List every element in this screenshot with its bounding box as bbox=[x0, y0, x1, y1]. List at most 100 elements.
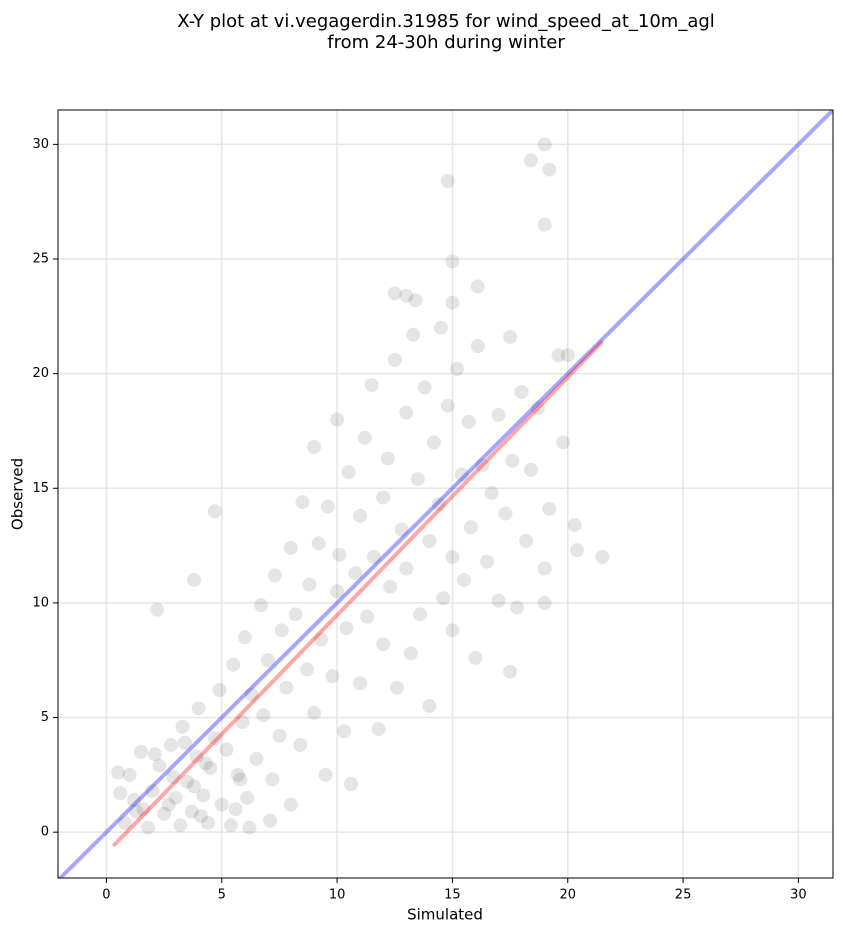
point bbox=[454, 467, 469, 482]
point bbox=[166, 770, 181, 785]
point bbox=[337, 724, 352, 739]
point bbox=[510, 600, 525, 615]
point bbox=[147, 747, 162, 762]
point bbox=[440, 398, 455, 413]
point bbox=[233, 772, 248, 787]
point bbox=[318, 767, 333, 782]
point bbox=[440, 174, 455, 189]
point bbox=[537, 561, 552, 576]
point bbox=[445, 254, 460, 269]
point bbox=[523, 153, 538, 168]
point bbox=[207, 731, 222, 746]
point bbox=[267, 568, 282, 583]
point bbox=[339, 621, 354, 636]
point bbox=[343, 777, 358, 792]
point bbox=[249, 751, 264, 766]
point bbox=[279, 680, 294, 695]
point bbox=[214, 797, 229, 812]
point bbox=[445, 295, 460, 310]
point bbox=[207, 504, 222, 519]
y-tick-label: 10 bbox=[32, 595, 49, 610]
point bbox=[376, 490, 391, 505]
point bbox=[503, 664, 518, 679]
point bbox=[357, 430, 372, 445]
point bbox=[360, 609, 375, 624]
point bbox=[200, 815, 215, 830]
point bbox=[157, 806, 172, 821]
point bbox=[152, 758, 167, 773]
point bbox=[422, 699, 437, 714]
x-tick-label: 25 bbox=[675, 888, 692, 903]
point bbox=[272, 728, 287, 743]
point bbox=[468, 650, 483, 665]
point bbox=[164, 738, 179, 753]
point bbox=[523, 462, 538, 477]
fit-line bbox=[111, 340, 604, 848]
point bbox=[265, 772, 280, 787]
point bbox=[376, 637, 391, 652]
point bbox=[235, 715, 250, 730]
point bbox=[253, 598, 268, 613]
y-tick-label: 0 bbox=[41, 825, 49, 840]
x-tick-label: 5 bbox=[218, 888, 226, 903]
point bbox=[223, 818, 238, 833]
point bbox=[348, 566, 363, 581]
point bbox=[537, 137, 552, 152]
point bbox=[484, 485, 499, 500]
point bbox=[551, 348, 566, 363]
point bbox=[191, 701, 206, 716]
point bbox=[417, 380, 432, 395]
point bbox=[313, 632, 328, 647]
point bbox=[219, 742, 234, 757]
point bbox=[288, 607, 303, 622]
point bbox=[426, 435, 441, 450]
point bbox=[380, 451, 395, 466]
point bbox=[560, 348, 575, 363]
point bbox=[256, 708, 271, 723]
point bbox=[283, 797, 298, 812]
x-tick-label: 20 bbox=[559, 888, 576, 903]
point bbox=[595, 550, 610, 565]
point bbox=[134, 744, 149, 759]
point bbox=[113, 786, 128, 801]
point bbox=[300, 662, 315, 677]
point bbox=[394, 522, 409, 537]
point bbox=[403, 646, 418, 661]
point bbox=[537, 217, 552, 232]
y-tick-label: 5 bbox=[41, 710, 49, 725]
point bbox=[198, 756, 213, 771]
x-tick-label: 0 bbox=[102, 888, 110, 903]
point bbox=[480, 554, 495, 569]
point bbox=[330, 412, 345, 427]
point bbox=[491, 407, 506, 422]
point bbox=[242, 820, 257, 835]
point bbox=[399, 405, 414, 420]
point bbox=[196, 788, 211, 803]
point bbox=[450, 362, 465, 377]
point bbox=[341, 465, 356, 480]
point bbox=[212, 683, 227, 698]
point bbox=[295, 495, 310, 510]
point bbox=[161, 797, 176, 812]
x-tick-label: 30 bbox=[790, 888, 807, 903]
point bbox=[325, 669, 340, 684]
point bbox=[228, 802, 243, 817]
point bbox=[283, 540, 298, 555]
point bbox=[445, 550, 460, 565]
point bbox=[203, 760, 218, 775]
point bbox=[470, 339, 485, 354]
point bbox=[187, 779, 202, 794]
point bbox=[366, 550, 381, 565]
point bbox=[410, 472, 425, 487]
point bbox=[530, 401, 545, 416]
point bbox=[302, 577, 317, 592]
point bbox=[498, 506, 513, 521]
point bbox=[240, 790, 255, 805]
point bbox=[461, 414, 476, 429]
point bbox=[168, 790, 183, 805]
point bbox=[519, 533, 534, 548]
point bbox=[237, 630, 252, 645]
point bbox=[491, 593, 506, 608]
y-tick-label: 30 bbox=[32, 137, 49, 152]
point bbox=[567, 517, 582, 532]
